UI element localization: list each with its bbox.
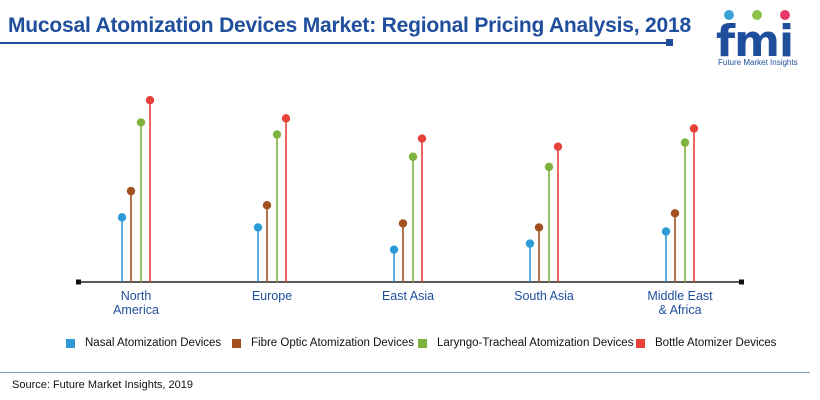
point-south-asia-nasal-atomization-devices — [525, 239, 535, 248]
point-north-america-fibre-optic-atomization-devices — [126, 186, 136, 196]
logo-dot-blue — [724, 10, 734, 20]
x-tick-label-middle-east-africa: Middle East & Africa — [647, 289, 713, 317]
logo-mark: fmi — [716, 16, 794, 67]
x-tick-label-europe: Europe — [252, 289, 292, 303]
point-middle-east-africa-fibre-optic-atomization-devices — [670, 209, 680, 218]
point-east-asia-bottle-atomizer-devices — [417, 134, 427, 143]
point-middle-east-africa-laryngo-tracheal-atomization-devices — [680, 138, 690, 147]
legend-swatch — [636, 338, 645, 348]
point-east-asia-nasal-atomization-devices — [389, 245, 399, 254]
legend: Nasal Atomization Devices Fibre Optic Ato… — [0, 337, 820, 357]
x-tick-label-south-asia: South Asia — [514, 289, 574, 303]
point-europe-nasal-atomization-devices — [253, 223, 263, 232]
legend-swatch — [418, 338, 427, 348]
point-europe-bottle-atomizer-devices — [281, 114, 291, 123]
legend-item-bottle-atomizer-devices: Bottle Atomizer Devices — [636, 337, 776, 349]
legend-item-laryngo-tracheal-atomization-devices: Laryngo-Tracheal Atomization Devices — [418, 337, 633, 349]
legend-label: Fibre Optic Atomization Devices — [251, 337, 414, 349]
point-north-america-bottle-atomizer-devices — [145, 96, 155, 105]
point-middle-east-africa-nasal-atomization-devices — [661, 227, 671, 236]
x-tick-label-north-america: North America — [113, 289, 159, 317]
title-underline — [0, 42, 668, 44]
legend-label: Nasal Atomization Devices — [85, 337, 222, 349]
point-north-america-laryngo-tracheal-atomization-devices — [136, 118, 146, 127]
legend-item-nasal-atomization-devices: Nasal Atomization Devices — [66, 337, 221, 349]
point-east-asia-fibre-optic-atomization-devices — [398, 219, 408, 228]
x-axis-end-right — [739, 279, 744, 285]
point-europe-fibre-optic-atomization-devices — [262, 201, 272, 210]
logo-dot-pink — [780, 10, 790, 20]
fmi-logo: fmi Future Market Insights — [712, 8, 812, 68]
legend-swatch — [66, 338, 75, 348]
source-note: Source: Future Market Insights, 2019 — [12, 379, 193, 391]
x-tick-label-east-asia: East Asia — [382, 289, 434, 303]
point-south-asia-laryngo-tracheal-atomization-devices — [544, 162, 554, 172]
legend-item-fibre-optic-atomization-devices: Fibre Optic Atomization Devices — [232, 337, 414, 349]
point-europe-laryngo-tracheal-atomization-devices — [272, 130, 282, 139]
point-south-asia-bottle-atomizer-devices — [553, 142, 563, 151]
logo-dot-green — [752, 10, 762, 20]
legend-label: Laryngo-Tracheal Atomization Devices — [437, 337, 634, 349]
point-north-america-nasal-atomization-devices — [117, 213, 127, 222]
point-middle-east-africa-bottle-atomizer-devices — [689, 124, 699, 133]
legend-label: Bottle Atomizer Devices — [655, 337, 777, 349]
x-axis-end-left — [76, 279, 81, 285]
point-south-asia-fibre-optic-atomization-devices — [534, 223, 544, 232]
lollipop-chart: North America Europe East Asia South Asia Mid… — [76, 96, 744, 317]
title-underline-cap — [666, 39, 673, 46]
legend-swatch — [232, 338, 241, 348]
footer-rule — [0, 372, 810, 373]
logo-text: Future Market Insights — [718, 58, 798, 67]
chart-title: Mucosal Atomization Devices Market: Regi… — [8, 14, 691, 37]
point-east-asia-laryngo-tracheal-atomization-devices — [408, 152, 418, 161]
